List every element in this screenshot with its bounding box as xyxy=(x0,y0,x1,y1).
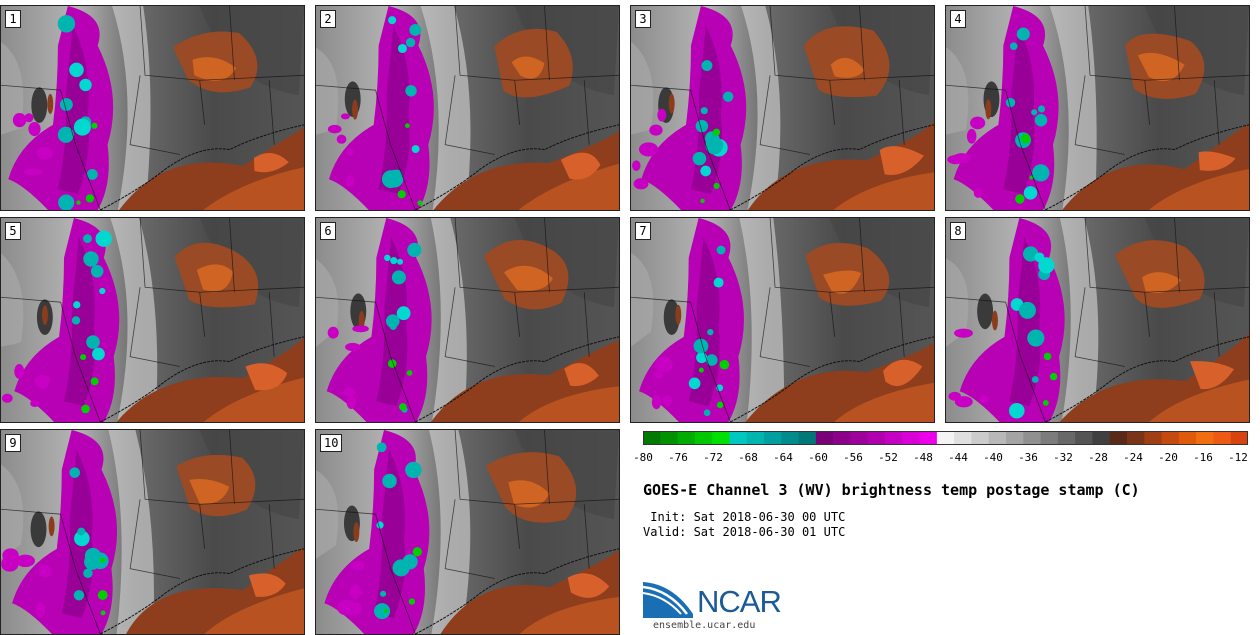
postage-stamp-panel: 3 xyxy=(630,5,935,211)
colorbar-swatch xyxy=(729,431,748,445)
colorbar-swatch xyxy=(694,431,713,445)
colorbar-swatch xyxy=(1178,431,1197,445)
panel-number: 10 xyxy=(320,434,343,452)
postage-stamp-panel: 7 xyxy=(630,217,935,423)
colorbar-swatch xyxy=(919,431,938,445)
colorbar-swatch xyxy=(1057,431,1076,445)
colorbar-swatch xyxy=(1040,431,1059,445)
brightness-temp-map xyxy=(316,6,619,210)
colorbar-swatch xyxy=(971,431,990,445)
colorbar-tick-label: -68 xyxy=(738,451,758,464)
colorbar-swatch xyxy=(798,431,817,445)
postage-stamp-panel: 1 xyxy=(0,5,305,211)
figure-title: GOES-E Channel 3 (WV) brightness temp po… xyxy=(643,481,1140,499)
postage-stamp-panel: 10 xyxy=(315,429,620,635)
colorbar-swatch xyxy=(1006,431,1024,445)
postage-stamp-panel: 2 xyxy=(315,5,620,211)
panel-number: 9 xyxy=(5,434,21,452)
panel-number: 1 xyxy=(5,10,21,28)
panel-number: 5 xyxy=(5,222,21,240)
colorbar-swatch xyxy=(1161,431,1180,445)
valid-time: Valid: Sat 2018-06-30 01 UTC xyxy=(643,525,846,539)
colorbar-tick-label: -28 xyxy=(1088,451,1108,464)
colorbar-swatch xyxy=(988,431,1007,445)
panel-number: 6 xyxy=(320,222,336,240)
colorbar-swatch xyxy=(936,431,955,445)
colorbar-tick-label: -40 xyxy=(983,451,1003,464)
postage-stamp-panel: 9 xyxy=(0,429,305,635)
colorbar-tick-label: -36 xyxy=(1018,451,1038,464)
panel-number: 8 xyxy=(950,222,966,240)
colorbar-swatch xyxy=(833,431,851,445)
colorbar-tick-label: -20 xyxy=(1158,451,1178,464)
panel-number: 7 xyxy=(635,222,651,240)
brightness-temp-map xyxy=(1,430,304,634)
colorbar-tick-label: -12 xyxy=(1228,451,1248,464)
colorbar-swatch xyxy=(902,431,921,445)
postage-stamp-panel: 5 xyxy=(0,217,305,423)
panel-number: 2 xyxy=(320,10,336,28)
postage-stamp-panel: 6 xyxy=(315,217,620,423)
brightness-temp-map xyxy=(1,218,304,422)
brightness-temp-map xyxy=(946,218,1249,422)
site-url[interactable]: ensemble.ucar.edu xyxy=(653,620,756,631)
colorbar-tick-label: -24 xyxy=(1123,451,1143,464)
colorbar-tick-label: -56 xyxy=(843,451,863,464)
colorbar-tick-label: -16 xyxy=(1193,451,1213,464)
brightness-temp-map xyxy=(316,218,619,422)
colorbar-tick-label: -44 xyxy=(948,451,968,464)
colorbar-swatch xyxy=(1092,431,1111,445)
colorbar-swatch xyxy=(1127,431,1145,445)
colorbar-swatch xyxy=(1144,431,1163,445)
colorbar-swatch xyxy=(815,431,834,445)
brightness-temp-map xyxy=(1,6,304,210)
postage-stamp-panel: 8 xyxy=(945,217,1250,423)
postage-stamp-panel: 4 xyxy=(945,5,1250,211)
brightness-temp-map xyxy=(316,430,619,634)
colorbar-tick-label: -32 xyxy=(1053,451,1073,464)
brightness-temp-map xyxy=(631,6,934,210)
colorbar-swatch xyxy=(660,431,679,445)
brightness-temp-map xyxy=(631,218,934,422)
colorbar-tick-label: -76 xyxy=(668,451,688,464)
colorbar-swatch xyxy=(764,431,782,445)
colorbar-tick-label: -64 xyxy=(773,451,793,464)
colorbar-swatch xyxy=(1196,431,1214,445)
colorbar-tick-label: -80 xyxy=(633,451,653,464)
panel-number: 3 xyxy=(635,10,651,28)
colorbar-swatch xyxy=(954,431,972,445)
colorbar-swatch xyxy=(643,431,661,445)
colorbar-swatch xyxy=(1230,431,1248,445)
colorbar-swatch xyxy=(746,431,765,445)
colorbar xyxy=(643,431,1248,445)
ncar-logo-icon xyxy=(643,582,693,618)
init-time: Init: Sat 2018-06-30 00 UTC xyxy=(643,510,846,524)
colorbar-tick-label: -60 xyxy=(808,451,828,464)
colorbar-swatch xyxy=(1109,431,1128,445)
colorbar-tick-label: -72 xyxy=(703,451,723,464)
colorbar-swatch xyxy=(850,431,869,445)
colorbar-swatch xyxy=(677,431,696,445)
colorbar-tick-label: -52 xyxy=(878,451,898,464)
ncar-logo-text: NCAR xyxy=(697,584,782,619)
colorbar-swatch xyxy=(1023,431,1042,445)
brightness-temp-map xyxy=(946,6,1249,210)
colorbar-tick-label: -48 xyxy=(913,451,933,464)
colorbar-swatch xyxy=(885,431,903,445)
colorbar-swatch xyxy=(712,431,730,445)
colorbar-swatch xyxy=(1213,431,1232,445)
panel-number: 4 xyxy=(950,10,966,28)
colorbar-swatch xyxy=(781,431,800,445)
colorbar-swatch xyxy=(1075,431,1093,445)
colorbar-swatch xyxy=(867,431,886,445)
